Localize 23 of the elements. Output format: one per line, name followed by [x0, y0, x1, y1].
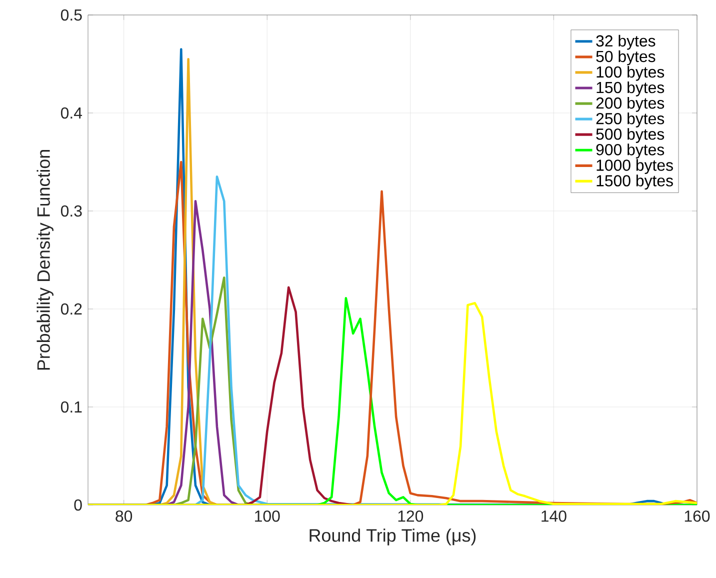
- legend-label: 900 bytes: [596, 144, 664, 158]
- x-axis-title: Round Trip Time (μs): [310, 528, 476, 546]
- legend-label: 1500 bytes: [596, 174, 673, 190]
- y-tick-label: 0.2: [60, 303, 82, 315]
- x-tick-label: 160: [684, 510, 710, 522]
- legend-label: 250 bytes: [596, 112, 664, 128]
- legend-label: 1000 bytes: [596, 159, 673, 174]
- x-tick-label: 80: [116, 510, 132, 522]
- y-tick-label: 0.5: [60, 9, 82, 21]
- x-tick-label: 120: [398, 510, 424, 522]
- legend-label: 32 bytes: [596, 34, 656, 50]
- x-tick-label: 100: [255, 510, 280, 522]
- y-axis-title: Probability Density Function: [36, 150, 54, 370]
- y-tick-label: 0: [74, 499, 82, 511]
- y-tick-label: 0.3: [60, 205, 82, 217]
- legend-label: 100 bytes: [596, 66, 664, 81]
- legend-label: 200 bytes: [596, 97, 664, 112]
- legend-label: 50 bytes: [596, 50, 656, 66]
- y-tick-label: 0.4: [60, 107, 82, 119]
- legend-label: 500 bytes: [596, 128, 664, 143]
- x-tick-label: 140: [542, 510, 566, 522]
- legend-label: 150 bytes: [596, 81, 664, 96]
- y-tick-label: 0.1: [60, 401, 82, 413]
